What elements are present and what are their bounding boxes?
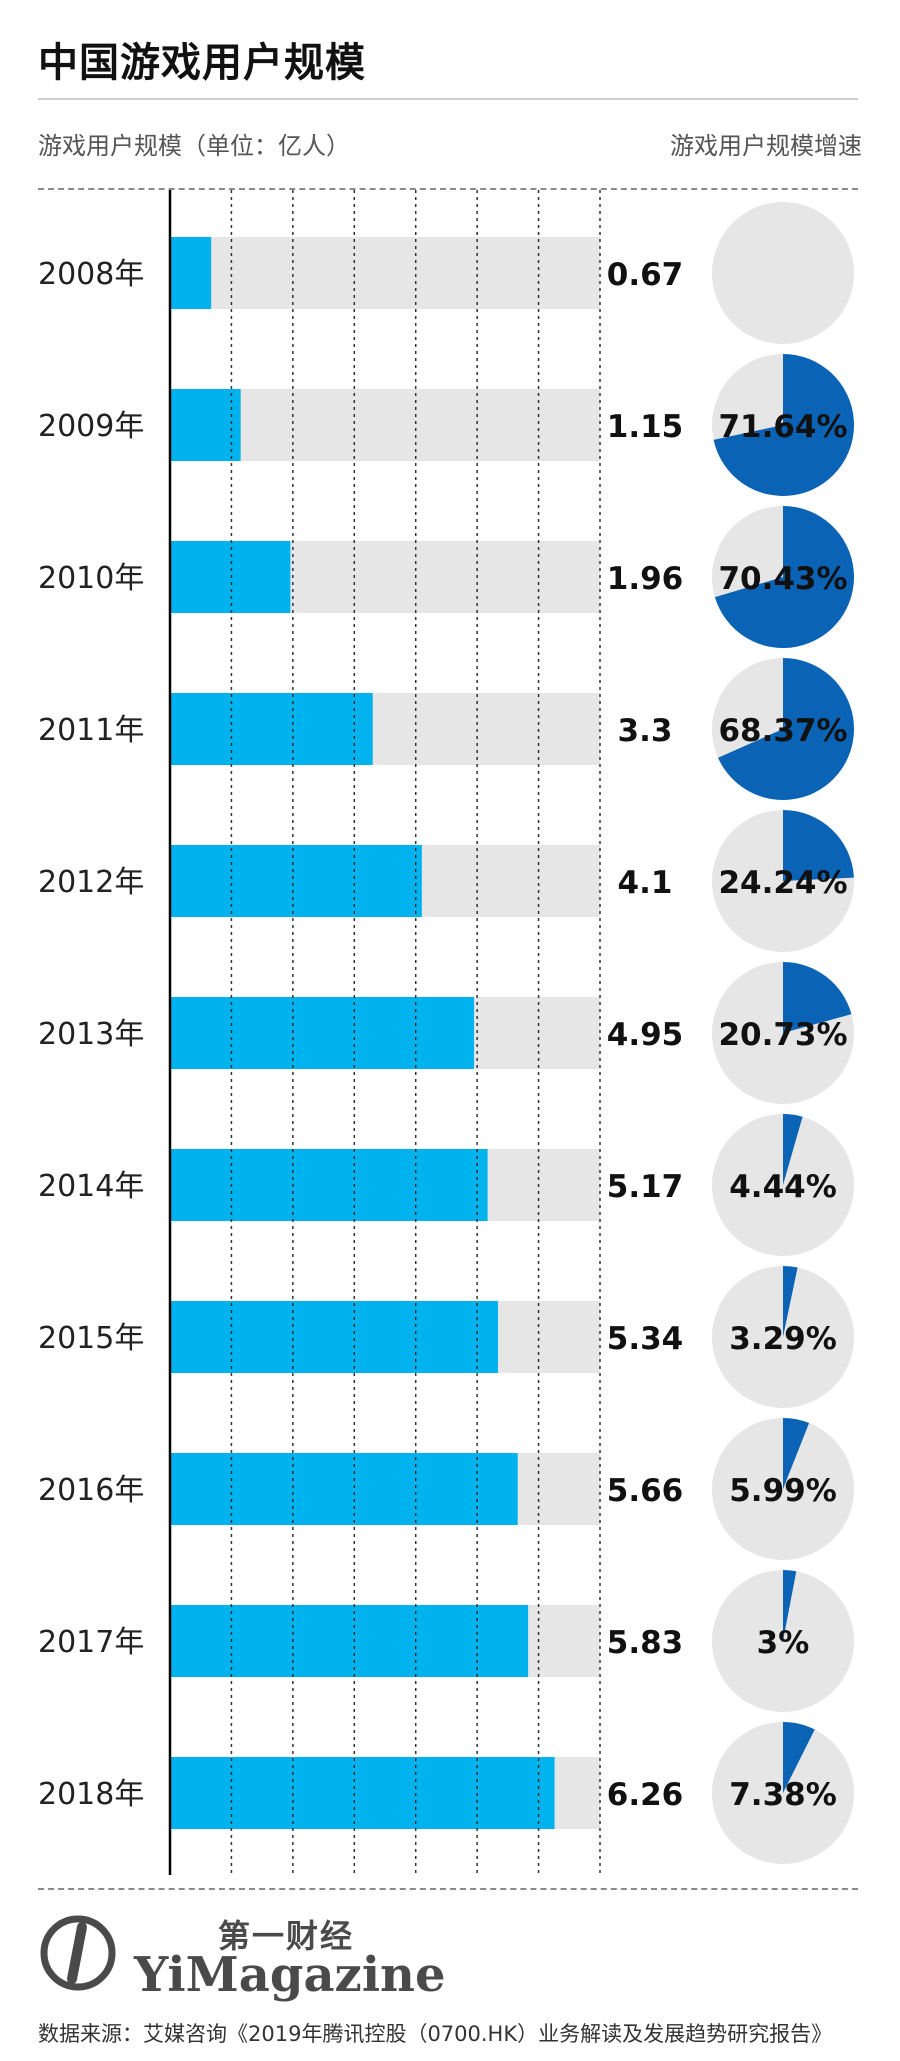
bar-track (170, 237, 600, 309)
logo-mark-icon (40, 1915, 116, 1991)
bar (170, 1453, 518, 1525)
bar (170, 237, 212, 309)
bar-value-label: 6.26 (607, 1777, 684, 1813)
pie-value-label: 7.38% (729, 1777, 837, 1813)
pie-slice (718, 658, 854, 801)
chart-title: 中国游戏用户规模 (38, 40, 366, 86)
category-label: 2009年 (38, 409, 144, 444)
data-source-note: 数据来源：艾媒咨询《2019年腾讯控股（0700.HK）业务解读及发展趋势研究报… (38, 2022, 833, 2046)
pie-value-label: 71.64% (718, 409, 847, 445)
category-label: 2008年 (38, 257, 144, 292)
bottom-dashed-divider (38, 1888, 858, 1890)
title-divider (38, 98, 858, 100)
bar-value-label: 5.83 (607, 1625, 684, 1661)
category-label: 2014年 (38, 1169, 144, 1204)
bar-value-label: 5.17 (607, 1169, 684, 1205)
pie-value-label: 24.24% (718, 865, 847, 901)
bar (170, 1149, 488, 1221)
bar (170, 1757, 555, 1829)
yimagazine-logo: 第一财经 YiMagazine (38, 1905, 478, 2005)
bar-subtitle: 游戏用户规模（单位：亿人） (38, 132, 350, 160)
bar-value-label: 0.67 (607, 257, 684, 293)
pie-slice (783, 962, 852, 1033)
pie-slice (783, 1570, 797, 1641)
logo-english-text: YiMagazine (134, 1947, 446, 2003)
bar-value-label: 4.1 (618, 865, 673, 901)
bar-value-label: 1.96 (607, 561, 684, 597)
bar (170, 1301, 499, 1373)
pie-slice (783, 1722, 815, 1793)
category-label: 2010年 (38, 561, 144, 596)
bar (170, 541, 291, 613)
pie-slice (783, 809, 854, 881)
category-label: 2017年 (38, 1625, 144, 1660)
pie-slice (783, 1114, 803, 1185)
pie-value-label: 3% (757, 1625, 810, 1661)
pie-slice (783, 1418, 810, 1489)
category-label: 2011年 (38, 713, 144, 748)
logo-chinese-text: 第一财经 (218, 1917, 355, 1955)
bar (170, 693, 373, 765)
pie-subtitle: 游戏用户规模增速 (670, 132, 862, 160)
pie-slice (713, 354, 855, 496)
pie-value-label: 68.37% (718, 713, 847, 749)
pie-value-label: 70.43% (718, 561, 847, 597)
bar-track (170, 389, 600, 461)
pie-value-label: 20.73% (718, 1017, 847, 1053)
category-label: 2016年 (38, 1473, 144, 1508)
pie-value-label: 4.44% (729, 1169, 837, 1205)
pie-slice (714, 506, 855, 648)
category-label: 2012年 (38, 865, 144, 900)
category-label: 2015年 (38, 1321, 144, 1356)
bar (170, 389, 241, 461)
bar-value-label: 3.3 (618, 713, 673, 749)
category-label: 2013年 (38, 1017, 144, 1052)
category-label: 2018年 (38, 1777, 144, 1812)
top-dashed-divider (38, 188, 858, 190)
pie-value-label: 5.99% (729, 1473, 837, 1509)
bar-value-label: 1.15 (607, 409, 684, 445)
bar (170, 997, 475, 1069)
bar-value-label: 4.95 (607, 1017, 684, 1053)
pie-slice (783, 1266, 798, 1337)
bar (170, 1605, 529, 1677)
bar (170, 845, 422, 917)
bar-value-label: 5.34 (607, 1321, 684, 1357)
pie-value-label: 3.29% (729, 1321, 837, 1357)
pie-background (712, 202, 854, 344)
bar-value-label: 5.66 (607, 1473, 684, 1509)
